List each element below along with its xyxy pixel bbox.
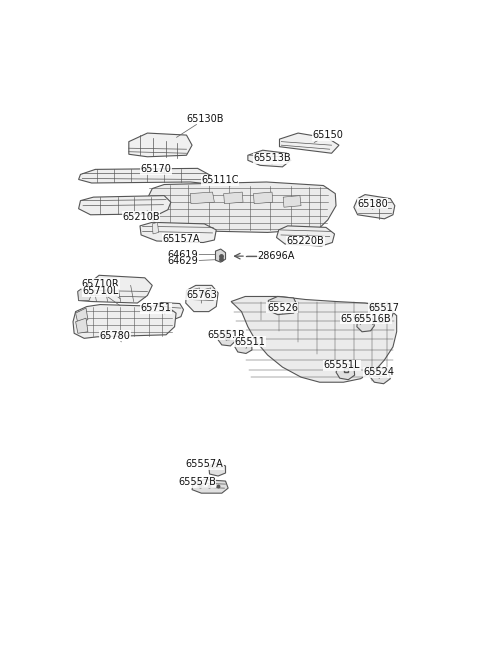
Polygon shape	[73, 305, 176, 339]
Text: 65551L: 65551L	[324, 360, 360, 371]
Text: 65130B: 65130B	[177, 114, 224, 138]
Polygon shape	[276, 226, 335, 246]
Polygon shape	[216, 249, 226, 262]
Text: 65710R: 65710R	[81, 279, 120, 299]
Polygon shape	[370, 367, 390, 384]
Polygon shape	[193, 288, 201, 298]
Text: 65513B: 65513B	[253, 153, 291, 164]
Polygon shape	[152, 222, 158, 234]
Polygon shape	[370, 305, 393, 323]
Polygon shape	[218, 329, 236, 346]
Text: 65551R: 65551R	[208, 330, 246, 341]
Polygon shape	[357, 316, 374, 332]
Polygon shape	[268, 297, 297, 314]
Polygon shape	[279, 133, 339, 153]
Polygon shape	[231, 297, 396, 383]
Polygon shape	[151, 303, 183, 320]
Text: 65150: 65150	[312, 130, 343, 143]
Polygon shape	[204, 288, 212, 299]
Text: 65516B: 65516B	[354, 314, 391, 325]
Polygon shape	[78, 284, 93, 301]
Text: 65180: 65180	[357, 198, 388, 210]
Polygon shape	[354, 195, 395, 219]
Polygon shape	[146, 182, 336, 233]
Text: 65780: 65780	[100, 331, 131, 342]
Text: 65591: 65591	[340, 314, 371, 325]
Polygon shape	[253, 192, 273, 204]
Polygon shape	[192, 479, 228, 493]
Polygon shape	[186, 286, 218, 312]
Text: 65170: 65170	[141, 164, 171, 174]
Polygon shape	[140, 222, 216, 242]
Polygon shape	[283, 196, 301, 207]
Text: 65157A: 65157A	[162, 233, 200, 244]
Polygon shape	[235, 339, 252, 354]
Text: 65751: 65751	[141, 303, 171, 314]
Polygon shape	[76, 318, 88, 333]
Polygon shape	[76, 308, 88, 323]
Text: 65511: 65511	[234, 337, 265, 348]
Polygon shape	[78, 275, 152, 303]
Text: 65763: 65763	[186, 290, 217, 303]
Polygon shape	[224, 192, 243, 204]
Polygon shape	[190, 192, 215, 204]
Text: 65524: 65524	[364, 367, 395, 379]
Polygon shape	[336, 364, 355, 380]
Text: 65710L: 65710L	[82, 286, 120, 306]
Text: 65557B: 65557B	[178, 477, 216, 487]
Text: 65220B: 65220B	[287, 235, 324, 246]
Text: 28696A: 28696A	[247, 251, 294, 261]
Text: 65557A: 65557A	[185, 459, 223, 470]
Polygon shape	[248, 150, 290, 167]
Polygon shape	[79, 196, 171, 215]
Text: 65111C: 65111C	[201, 176, 239, 186]
Polygon shape	[209, 463, 226, 476]
Polygon shape	[129, 133, 192, 157]
Polygon shape	[79, 168, 211, 183]
Text: 65210B: 65210B	[122, 211, 160, 222]
Text: 65526: 65526	[267, 303, 298, 313]
Text: 65517: 65517	[368, 303, 399, 316]
Text: 64629: 64629	[168, 256, 215, 266]
Text: 64619: 64619	[168, 250, 215, 259]
